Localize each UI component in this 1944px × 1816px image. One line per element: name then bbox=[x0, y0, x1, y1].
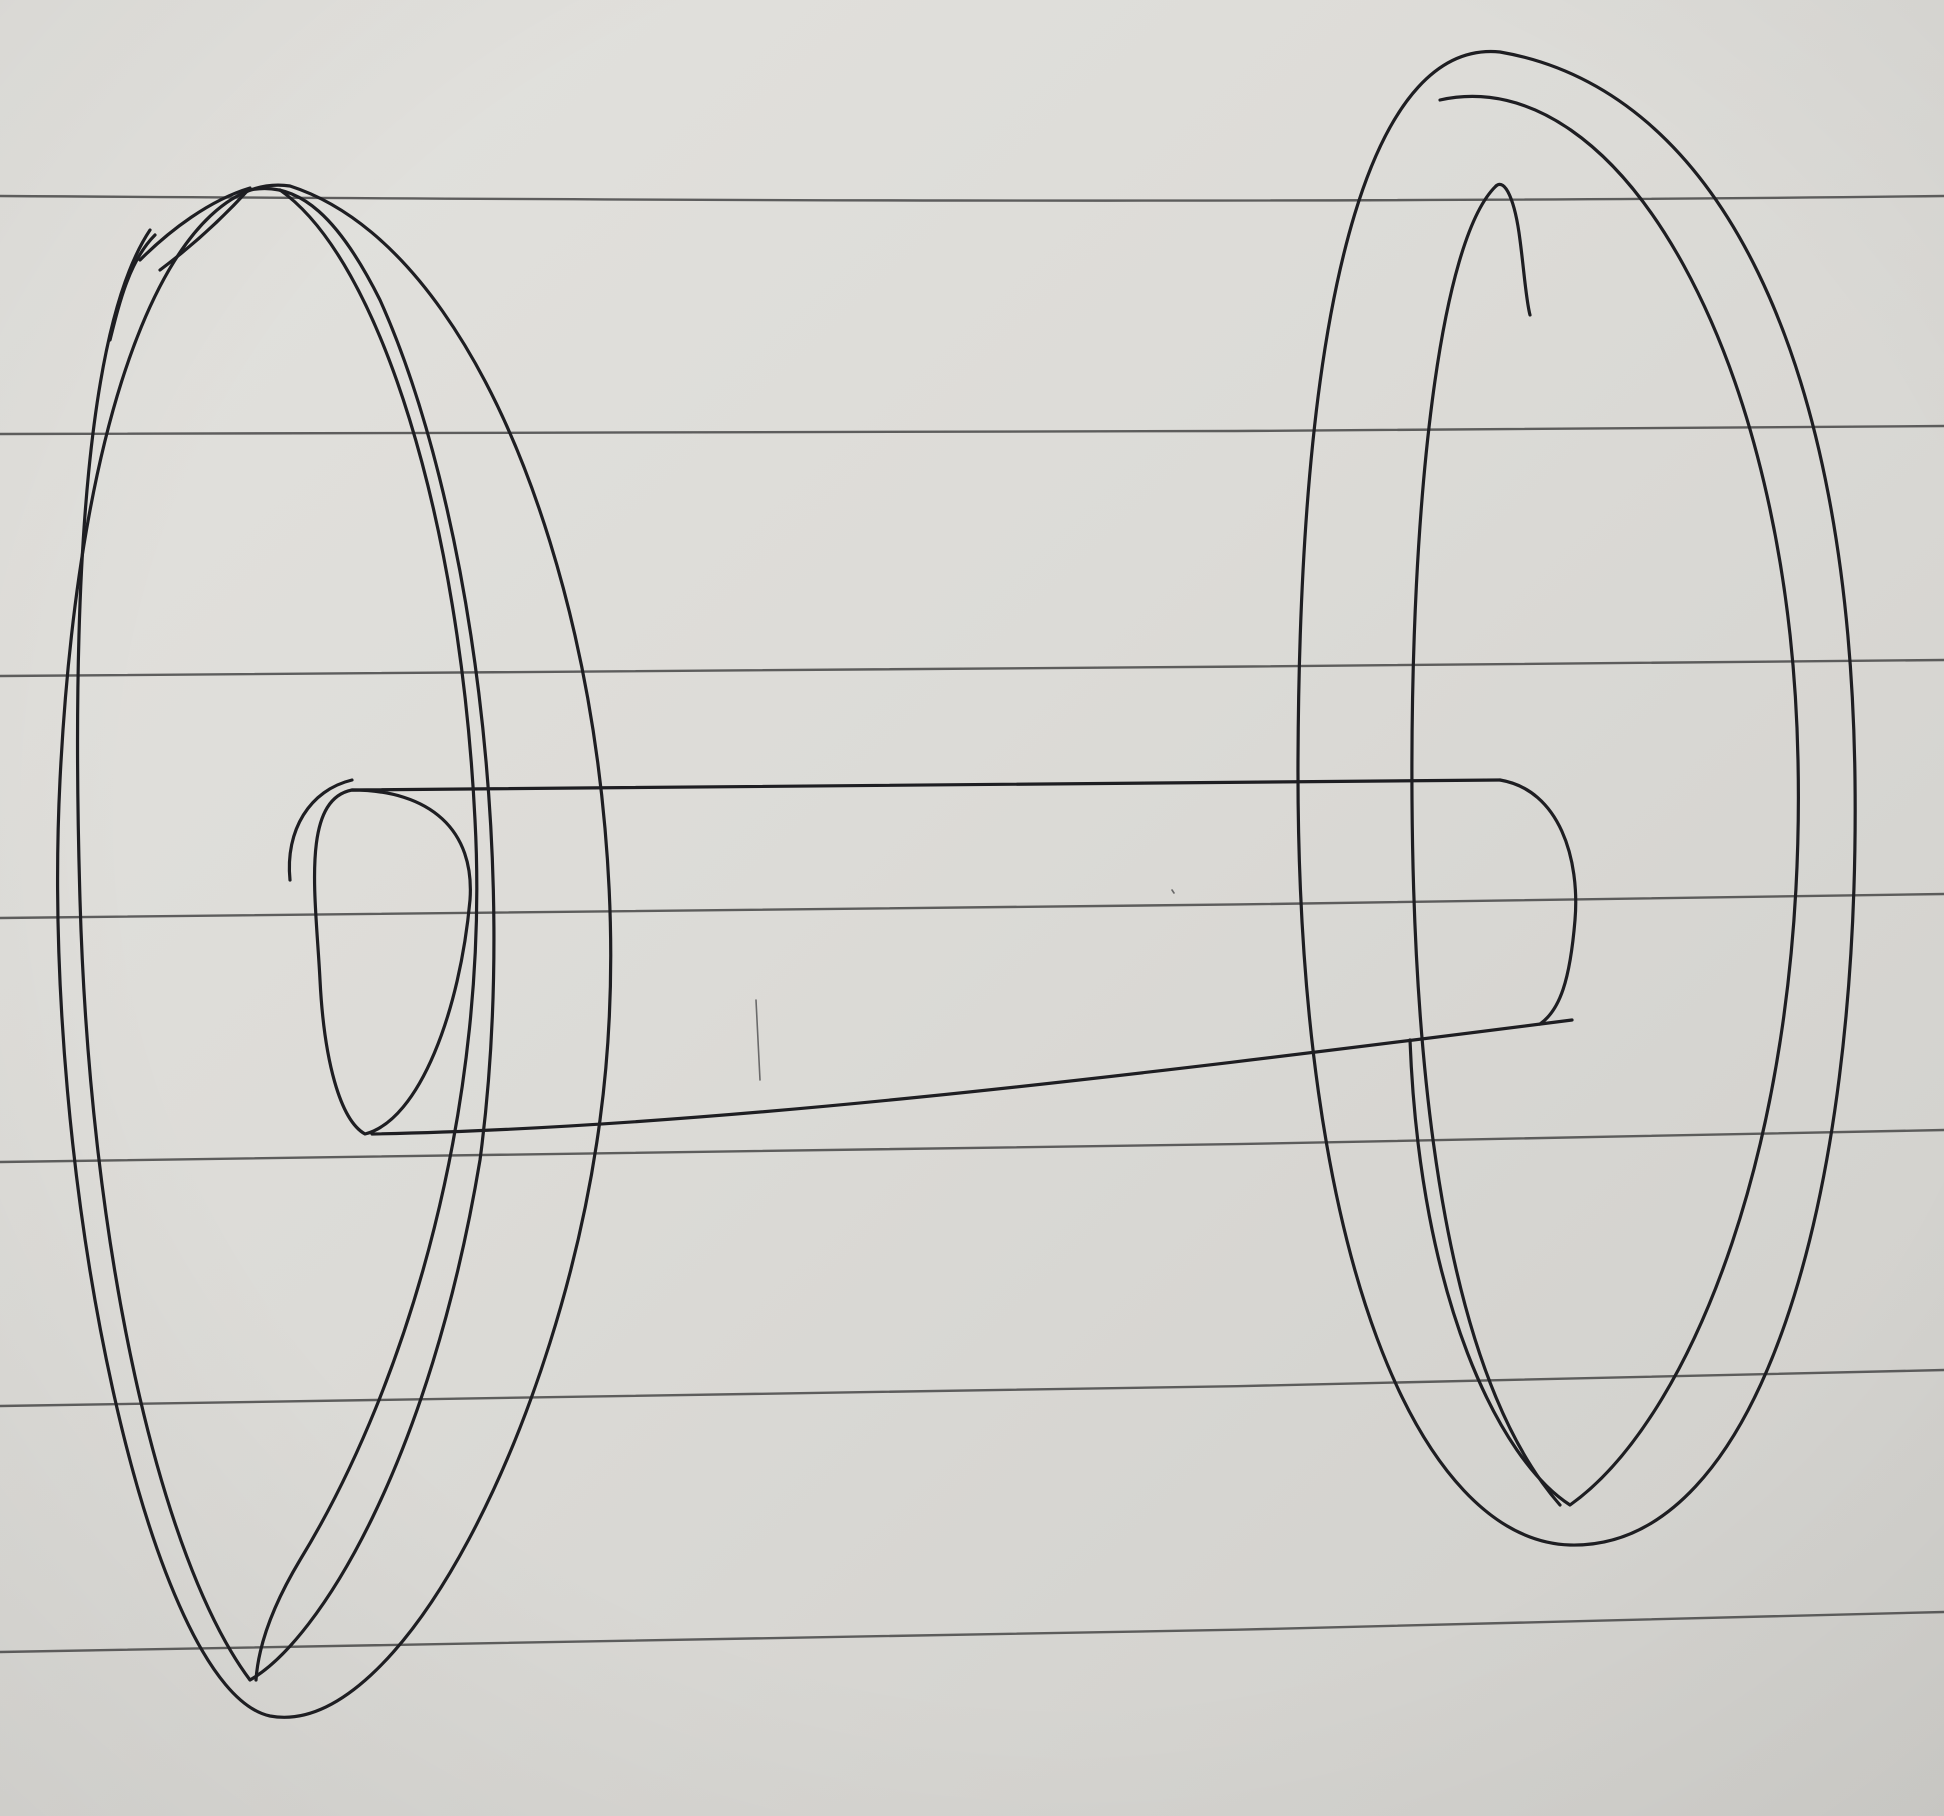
right-wheel-inner-stroke bbox=[1408, 94, 1800, 1507]
axle-end-cap bbox=[1498, 778, 1578, 1026]
axle-flick-stroke bbox=[287, 778, 354, 882]
ruled-line bbox=[0, 658, 1944, 678]
ruled-line bbox=[0, 424, 1944, 436]
ruled-line bbox=[0, 1128, 1944, 1164]
axle bbox=[287, 778, 1578, 1136]
ruled-line bbox=[0, 194, 1944, 202]
right-wheel-face-stroke bbox=[1410, 184, 1562, 1507]
left-wheel bbox=[56, 183, 613, 1719]
right-wheel bbox=[1296, 49, 1857, 1547]
left-wheel-inner-stroke bbox=[75, 187, 496, 1682]
left-wheel-scribble bbox=[138, 186, 252, 272]
axle-near-end-ellipse bbox=[312, 788, 472, 1136]
left-wheel-scribble bbox=[108, 233, 157, 342]
left-wheel-outer-stroke bbox=[56, 183, 613, 1719]
right-wheel-outer-stroke bbox=[1296, 49, 1857, 1547]
axle-bottom-edge bbox=[370, 1018, 1574, 1136]
right-wheel-hook-stroke bbox=[1494, 182, 1532, 317]
pencil-drawing bbox=[56, 49, 1857, 1719]
stray-mark bbox=[1171, 889, 1175, 894]
stray-mark bbox=[755, 999, 761, 1081]
left-wheel-face-stroke bbox=[254, 188, 479, 1682]
ruled-line bbox=[0, 1610, 1944, 1654]
ruled-line bbox=[0, 892, 1944, 920]
stray-marks bbox=[755, 889, 1175, 1081]
